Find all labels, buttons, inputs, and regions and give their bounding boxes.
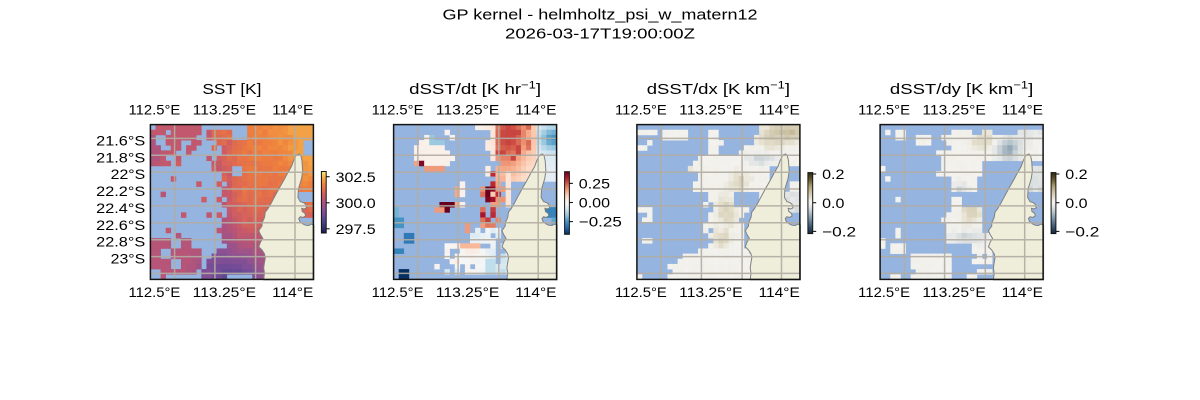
svg-text:113.25°E: 113.25°E [193, 284, 256, 300]
svg-text:GP kernel - helmholtz_psi_w_ma: GP kernel - helmholtz_psi_w_matern12 [443, 7, 758, 24]
svg-text:2026-03-17T19:00:00Z: 2026-03-17T19:00:00Z [505, 25, 695, 42]
svg-text:0.2: 0.2 [1065, 166, 1088, 182]
svg-text:112.5°E: 112.5°E [129, 284, 181, 300]
svg-text:0.25: 0.25 [579, 176, 610, 192]
svg-text:dSST/dx [K km−1]: dSST/dx [K km −1] [647, 80, 790, 99]
svg-text:−0.2: −0.2 [1065, 224, 1099, 240]
svg-text:112.5°E: 112.5°E [129, 102, 181, 118]
svg-text:114°E: 114°E [515, 284, 556, 300]
svg-text:−0.25: −0.25 [579, 214, 622, 230]
svg-text:112.5°E: 112.5°E [372, 284, 424, 300]
svg-text:113.25°E: 113.25°E [193, 102, 256, 118]
svg-text:297.5: 297.5 [336, 221, 376, 237]
svg-text:114°E: 114°E [272, 284, 313, 300]
svg-text:0.0: 0.0 [822, 195, 845, 211]
svg-text:112.5°E: 112.5°E [615, 284, 667, 300]
svg-text:114°E: 114°E [1002, 284, 1043, 300]
svg-text:114°E: 114°E [759, 102, 800, 118]
svg-text:0.2: 0.2 [822, 166, 845, 182]
svg-text:21.6°S: 21.6°S [96, 132, 145, 148]
svg-text:22.2°S: 22.2°S [96, 183, 145, 199]
svg-text:22.6°S: 22.6°S [96, 217, 145, 233]
svg-text:300.0: 300.0 [336, 195, 376, 211]
svg-text:114°E: 114°E [515, 102, 556, 118]
svg-text:0.00: 0.00 [579, 195, 610, 211]
svg-text:dSST/dy [K km−1]: dSST/dy [K km −1] [890, 80, 1033, 99]
svg-text:−0.2: −0.2 [822, 224, 856, 240]
svg-text:113.25°E: 113.25°E [922, 102, 985, 118]
svg-text:SST [K]: SST [K] [202, 81, 261, 98]
svg-text:114°E: 114°E [759, 284, 800, 300]
svg-text:dSST/dt [K hr−1]: dSST/dt [K hr −1] [409, 80, 541, 99]
svg-text:113.25°E: 113.25°E [922, 284, 985, 300]
svg-text:113.25°E: 113.25°E [436, 284, 499, 300]
svg-text:113.25°E: 113.25°E [679, 102, 742, 118]
svg-text:112.5°E: 112.5°E [372, 102, 424, 118]
svg-text:21.8°S: 21.8°S [96, 149, 145, 165]
svg-text:113.25°E: 113.25°E [436, 102, 499, 118]
svg-text:22°S: 22°S [111, 166, 146, 182]
svg-text:114°E: 114°E [272, 102, 313, 118]
svg-text:112.5°E: 112.5°E [858, 284, 910, 300]
svg-text:112.5°E: 112.5°E [858, 102, 910, 118]
svg-text:113.25°E: 113.25°E [679, 284, 742, 300]
svg-text:22.8°S: 22.8°S [96, 234, 145, 250]
svg-text:302.5: 302.5 [336, 169, 376, 185]
svg-text:23°S: 23°S [111, 251, 146, 267]
svg-text:22.4°S: 22.4°S [96, 200, 145, 216]
svg-text:112.5°E: 112.5°E [615, 102, 667, 118]
svg-text:0.0: 0.0 [1065, 195, 1088, 211]
svg-text:114°E: 114°E [1002, 102, 1043, 118]
